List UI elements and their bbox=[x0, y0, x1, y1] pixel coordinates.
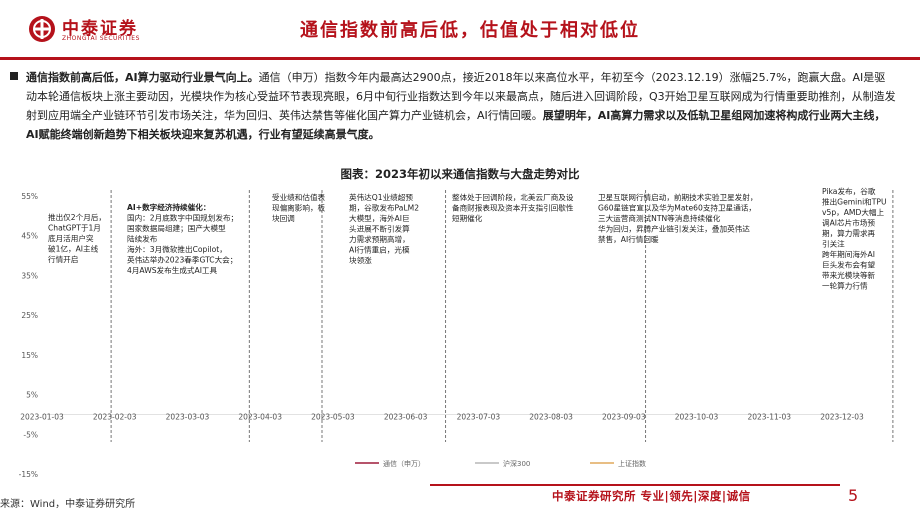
annotation-line: G60星链官宣以及华为Mate60支持卫星通话， bbox=[598, 203, 756, 213]
annotation-line: 期，谷歌发布PaLM2 bbox=[349, 203, 419, 213]
annotation-satellite-huawei: 卫星互联网行情启动，前期技术实验卫星发射，G60星链官宣以及华为Mate60支持… bbox=[598, 192, 757, 244]
annotation-line: 头进展不断引发算 bbox=[349, 224, 410, 234]
annotation-line: 调AI芯片市场预 bbox=[822, 218, 875, 228]
annotation-line: 期，算力需求再 bbox=[822, 228, 876, 238]
annotation-line: 块回调 bbox=[272, 213, 295, 223]
annotation-line: 带来光模块等新 bbox=[822, 270, 876, 280]
x-tick-label: 2023-12-03 bbox=[820, 412, 864, 421]
annotation-line: 英伟达举办2023春季GTC大会； bbox=[127, 255, 237, 265]
page-title: 通信指数前高后低，估值处于相对低位 bbox=[300, 20, 640, 41]
annotation-title: AI+数字经济持续催化： bbox=[127, 202, 210, 212]
bullet-square-icon bbox=[10, 72, 18, 80]
annotation-line: v5p，AMD大幅上 bbox=[822, 207, 885, 217]
annotation-nvidia-q1: 英伟达Q1业绩超预期，谷歌发布PaLM2大模型，海外AI巨头进展不断引发算力需求… bbox=[349, 192, 419, 265]
page-number: 5 bbox=[848, 486, 859, 505]
annotation-line: Pika发布，谷歌 bbox=[822, 186, 876, 196]
annotation-line: 国内：2月底数字中国规划发布； bbox=[127, 213, 238, 223]
annotation-line: 备商财报表现及资本开支指引回歇性 bbox=[452, 203, 574, 213]
annotation-line: 整体处于回调阶段，北美云厂商及设 bbox=[452, 192, 574, 202]
x-tick-label: 2023-05-03 bbox=[311, 412, 355, 421]
annotation-line: 行情开启 bbox=[48, 254, 78, 264]
phase-dividers bbox=[110, 190, 894, 442]
summary-outlook: 展望明年，AI高算力需求以及低轨卫星组网加速将构成行业两大主线，AI赋能终端创新… bbox=[26, 109, 886, 141]
y-axis-ticks: 55% 45% 35% 25% 15% 5% -5% -15% bbox=[19, 192, 38, 479]
y-tick-label: 45% bbox=[21, 232, 38, 241]
annotation-line: 国家数据局组建；国产大模型 bbox=[127, 223, 226, 233]
annotation-pika-gemini: Pika发布，谷歌推出Gemini和TPUv5p，AMD大幅上调AI芯片市场预期… bbox=[822, 186, 887, 291]
x-axis-ticks: 2023-01-03 2023-02-03 2023-03-03 2023-04-03… bbox=[20, 412, 864, 421]
annotation-line: 华为回归，昇腾产业链引发关注，叠加英伟达 bbox=[598, 224, 750, 234]
x-tick-label: 2023-11-03 bbox=[747, 412, 791, 421]
x-tick-label: 2023-10-03 bbox=[675, 412, 719, 421]
source-note: 来源：Wind，中泰证券研究所 bbox=[0, 499, 136, 510]
annotation-line: 底月活用户突 bbox=[48, 233, 94, 243]
y-tick-label: 25% bbox=[21, 311, 38, 320]
annotation-line: 卫星互联网行情启动，前期技术实验卫星发射， bbox=[598, 192, 757, 202]
company-name: 中泰证券 bbox=[62, 19, 138, 39]
y-tick-label: 15% bbox=[21, 351, 38, 360]
annotation-line: 推出Gemini和TPU bbox=[822, 197, 887, 207]
chart-legend: 通信（申万） 沪深300 上证指数 bbox=[355, 459, 646, 468]
company-name-en: ZHONGTAI SECURITIES bbox=[62, 35, 140, 42]
annotation-line: 受业绩和估值表 bbox=[272, 192, 326, 202]
x-tick-label: 2023-09-03 bbox=[602, 412, 646, 421]
summary-lead: 通信指数前高后低，AI算力驱动行业景气向上。 bbox=[26, 71, 259, 84]
annotation-line: ChatGPT于1月 bbox=[48, 224, 101, 233]
x-tick-label: 2023-01-03 bbox=[20, 412, 64, 421]
annotation-line: 破1亿，AI主线 bbox=[48, 244, 99, 254]
x-tick-label: 2023-04-03 bbox=[238, 412, 282, 421]
x-tick-label: 2023-02-03 bbox=[93, 412, 137, 421]
annotation-line: 海外：3月微软推出Copilot， bbox=[127, 244, 227, 254]
company-logo-icon bbox=[29, 16, 55, 42]
annotation-line: 力需求预期高增， bbox=[349, 234, 410, 244]
index-trend-chart: 55%45%35%25%15%5%-5%-15% 2023-01-03 2023-… bbox=[19, 186, 894, 479]
annotation-line: 4月AWS发布生成式AI工具 bbox=[127, 265, 218, 275]
y-tick-label: 55% bbox=[21, 192, 38, 201]
y-tick-label: -15% bbox=[19, 470, 38, 479]
y-tick-label: -5% bbox=[23, 430, 38, 439]
legend-label: 通信（申万） bbox=[383, 459, 425, 468]
summary-paragraph: 通信指数前高后低，AI算力驱动行业景气向上。通信（申万）指数今年内最高达2900… bbox=[10, 68, 896, 144]
x-tick-label: 2023-08-03 bbox=[529, 412, 573, 421]
annotation-line: 三大运营商测试NTN等消息持续催化 bbox=[598, 213, 721, 223]
annotation-ai-digital-economy: AI+数字经济持续催化：国内：2月底数字中国规划发布；国家数据局组建；国产大模型… bbox=[127, 202, 238, 275]
footer-slogan: 中泰证券研究所 专业|领先|深度|诚信 bbox=[552, 489, 751, 503]
legend-label: 沪深300 bbox=[503, 459, 530, 468]
header-divider bbox=[0, 57, 920, 60]
summary-body: 通信（申万）指数今年内最高达2900点，接近2018年以来高位水平，年初至今（2… bbox=[26, 71, 896, 122]
annotation-line: 块领涨 bbox=[349, 255, 372, 265]
x-tick-label: 2023-06-03 bbox=[384, 412, 428, 421]
header: 中泰证券 ZHONGTAI SECURITIES 通信指数前高后低，估值处于相对… bbox=[0, 0, 920, 60]
y-tick-label: 5% bbox=[26, 391, 38, 400]
annotation-line: 禁售，AI行情回暖 bbox=[598, 234, 659, 244]
x-tick-label: 2023-03-03 bbox=[166, 412, 210, 421]
x-tick-label: 2023-07-03 bbox=[457, 412, 501, 421]
annotation-line: 跨年期间海外AI bbox=[822, 249, 875, 259]
annotation-line: 引关注 bbox=[822, 239, 845, 249]
annotation-line: AI行情重启，光模 bbox=[349, 245, 410, 255]
annotation-line: 巨头发布会有望 bbox=[822, 260, 876, 270]
annotation-line: 推出仅2个月后， bbox=[48, 212, 106, 222]
annotation-line: 现偏离影响，板 bbox=[272, 203, 326, 213]
annotation-line: 大模型，海外AI巨 bbox=[349, 213, 410, 223]
footer-divider bbox=[430, 484, 840, 486]
annotation-line: 一轮算力行情 bbox=[822, 281, 868, 291]
figure-title: 图表：2023年初以来通信指数与大盘走势对比 bbox=[340, 167, 580, 181]
annotation-line: 英伟达Q1业绩超预 bbox=[349, 192, 413, 202]
legend-label: 上证指数 bbox=[618, 459, 646, 468]
y-tick-label: 35% bbox=[21, 271, 38, 280]
annotation-line: 短期催化 bbox=[452, 213, 483, 223]
annotation-line: 陆续发布 bbox=[127, 234, 158, 244]
